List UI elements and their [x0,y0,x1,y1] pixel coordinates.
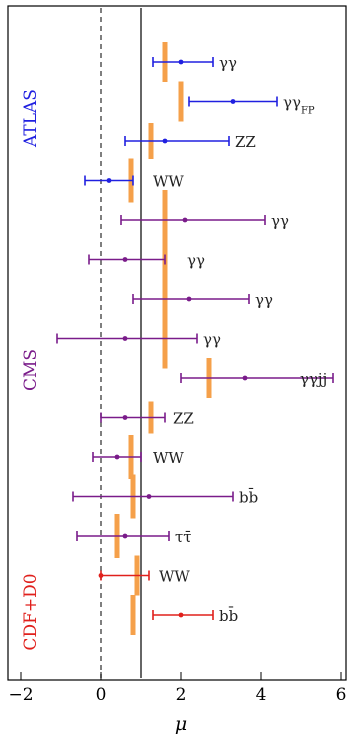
central-value-6 [186,296,192,302]
channel-label-5: γγ [187,252,205,270]
x-tick-label-3: 4 [256,685,267,705]
channel-label-6: γγ [255,291,273,309]
measurements [56,57,334,620]
central-value-13 [98,573,104,578]
central-value-10 [114,454,120,460]
central-value-4 [182,217,188,223]
sm-band-1 [178,81,184,122]
experiment-label-0: ATLAS [21,89,41,148]
channel-label-14: bb̄ [219,607,238,625]
x-tick-label-0: −2 [8,685,33,705]
experiment-labels: ATLAS CMS CDF+D0 [21,89,41,651]
channel-label-2: ZZ [235,133,256,151]
x-tick-label-1: 0 [96,685,107,705]
reference-lines [100,8,142,678]
central-value-12 [122,533,128,539]
central-value-0 [178,59,184,65]
channel-label-8: γγjj [300,370,327,388]
sm-band-14 [130,595,136,635]
x-tick-label-2: 2 [176,685,187,705]
channel-label-9: ZZ [173,410,194,428]
experiment-label-2: CDF+D0 [21,573,41,650]
channel-label-3: WW [153,173,184,191]
channel-label-11: bb̄ [239,488,258,506]
experiment-label-1: CMS [21,349,41,391]
central-value-9 [122,415,128,420]
x-axis: −2 0 2 4 6 [8,672,346,705]
channel-labels: γγ γγFP ZZ WW γγ γγ γγ γγ γγjj ZZ WW bb̄ ττ̄ WW bb̄ [153,54,327,625]
channel-label-0: γγ [219,54,237,72]
central-value-3 [106,178,112,183]
channel-label-7: γγ [203,331,221,349]
channel-sublabel-1: FP [301,105,315,116]
channel-label-12: ττ̄ [175,528,192,546]
channel-label-4: γγ [271,212,289,230]
channel-label-1: γγFP [283,94,315,117]
central-value-7 [122,336,128,341]
central-value-2 [162,138,168,144]
central-value-8 [242,375,248,381]
channel-label-13: WW [159,568,190,586]
central-value-5 [122,257,128,262]
central-value-1 [230,99,236,104]
central-value-14 [178,612,184,618]
x-axis-title: μ [175,713,187,735]
plot-frame [7,5,347,681]
x-tick-label-4: 6 [336,685,347,705]
channel-label-10: WW [153,449,184,467]
central-value-11 [146,494,152,499]
